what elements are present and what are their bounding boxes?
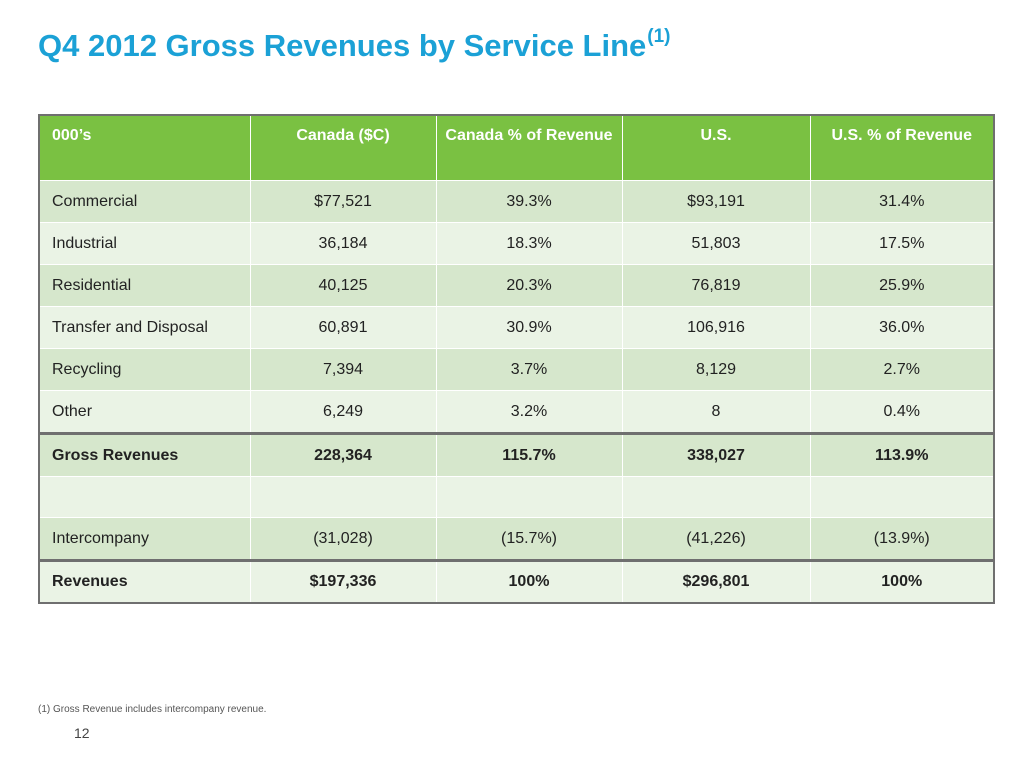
table-row: Recycling 7,394 3.7% 8,129 2.7% [39, 348, 994, 391]
cell-us: 8 [621, 390, 810, 434]
row-label: Commercial [39, 180, 250, 223]
title-text: Q4 2012 Gross Revenues by Service Line [38, 28, 647, 63]
row-label: Recycling [39, 348, 250, 391]
cell-canada-pct: (15.7%) [435, 517, 622, 561]
cell-us: (41,226) [621, 517, 810, 561]
page-number: 12 [74, 725, 90, 741]
cell-us-pct [809, 476, 994, 518]
revenue-table: 000’s Canada ($C) Canada % of Revenue U.… [38, 114, 995, 604]
table-row: Other 6,249 3.2% 8 0.4% [39, 390, 994, 434]
cell-canada-pct: 115.7% [435, 432, 622, 477]
cell-canada-pct: 3.7% [435, 348, 622, 391]
gross-revenues-row: Gross Revenues 228,364 115.7% 338,027 11… [39, 432, 994, 477]
row-label: Residential [39, 264, 250, 307]
title-footnote-marker: (1) [647, 26, 671, 47]
row-label: Intercompany [39, 517, 250, 561]
cell-canada: 7,394 [249, 348, 436, 391]
cell-us-pct: 113.9% [809, 432, 994, 477]
cell-us: 106,916 [621, 306, 810, 349]
cell-canada: 36,184 [249, 222, 436, 265]
table-row: Residential 40,125 20.3% 76,819 25.9% [39, 264, 994, 307]
revenues-total-row: Revenues $197,336 100% $296,801 100% [39, 559, 994, 603]
row-label: Revenues [39, 559, 250, 603]
footnote: (1) Gross Revenue includes intercompany … [38, 704, 267, 715]
cell-us: $296,801 [621, 559, 810, 603]
cell-canada-pct: 3.2% [435, 390, 622, 434]
cell-canada: 228,364 [249, 432, 436, 477]
cell-us: 8,129 [621, 348, 810, 391]
cell-canada [249, 476, 436, 518]
cell-us [621, 476, 810, 518]
cell-us-pct: 25.9% [809, 264, 994, 307]
table-row: Industrial 36,184 18.3% 51,803 17.5% [39, 222, 994, 265]
cell-us-pct: 36.0% [809, 306, 994, 349]
header-us-pct: U.S. % of Revenue [809, 115, 994, 181]
cell-canada-pct [435, 476, 622, 518]
header-canada-pct: Canada % of Revenue [435, 115, 622, 181]
cell-canada: 6,249 [249, 390, 436, 434]
spacer-row [39, 476, 994, 518]
cell-us: $93,191 [621, 180, 810, 223]
cell-canada: (31,028) [249, 517, 436, 561]
cell-canada-pct: 100% [435, 559, 622, 603]
cell-canada-pct: 30.9% [435, 306, 622, 349]
cell-canada-pct: 18.3% [435, 222, 622, 265]
row-label: Transfer and Disposal [39, 306, 250, 349]
cell-canada-pct: 20.3% [435, 264, 622, 307]
cell-canada-pct: 39.3% [435, 180, 622, 223]
cell-canada: $77,521 [249, 180, 436, 223]
table-row: Commercial $77,521 39.3% $93,191 31.4% [39, 180, 994, 223]
header-canada: Canada ($C) [249, 115, 436, 181]
row-label: Gross Revenues [39, 432, 250, 477]
intercompany-row: Intercompany (31,028) (15.7%) (41,226) (… [39, 517, 994, 561]
cell-us: 76,819 [621, 264, 810, 307]
cell-us-pct: 17.5% [809, 222, 994, 265]
cell-us-pct: 2.7% [809, 348, 994, 391]
cell-us-pct: (13.9%) [809, 517, 994, 561]
row-label [39, 476, 250, 518]
cell-us: 51,803 [621, 222, 810, 265]
header-us: U.S. [621, 115, 810, 181]
row-label: Industrial [39, 222, 250, 265]
header-label: 000’s [39, 115, 250, 181]
cell-canada: 40,125 [249, 264, 436, 307]
cell-us: 338,027 [621, 432, 810, 477]
cell-us-pct: 0.4% [809, 390, 994, 434]
table-header-row: 000’s Canada ($C) Canada % of Revenue U.… [39, 115, 994, 181]
cell-us-pct: 100% [809, 559, 994, 603]
table-row: Transfer and Disposal 60,891 30.9% 106,9… [39, 306, 994, 349]
page-title: Q4 2012 Gross Revenues by Service Line(1… [38, 26, 671, 64]
row-label: Other [39, 390, 250, 434]
cell-canada: 60,891 [249, 306, 436, 349]
cell-us-pct: 31.4% [809, 180, 994, 223]
cell-canada: $197,336 [249, 559, 436, 603]
